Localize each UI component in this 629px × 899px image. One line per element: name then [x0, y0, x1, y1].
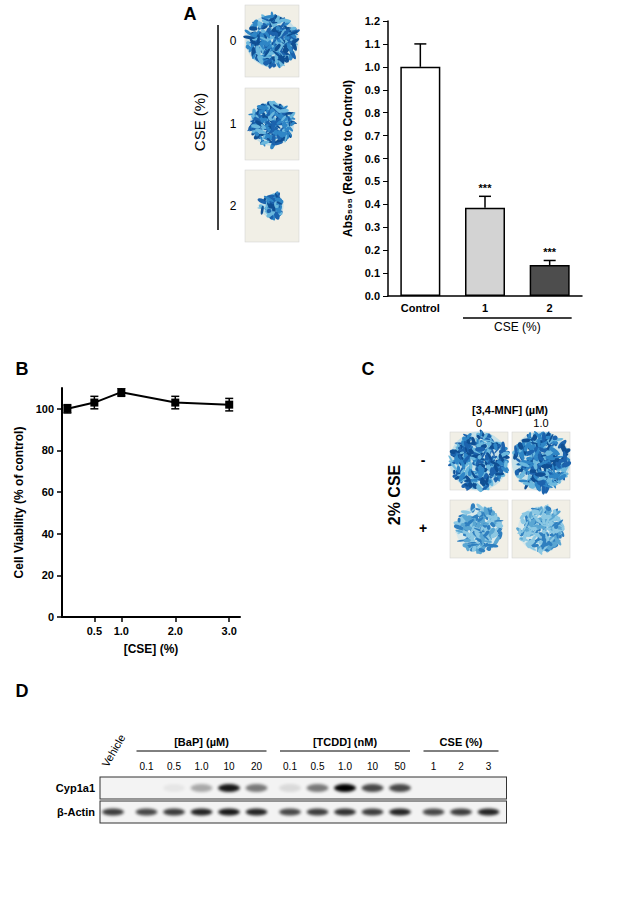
svg-text:0.1: 0.1 — [283, 761, 297, 772]
svg-text:0.7: 0.7 — [365, 130, 380, 142]
svg-text:[CSE] (%): [CSE] (%) — [124, 642, 179, 656]
svg-text:0.6: 0.6 — [365, 153, 380, 165]
svg-text:Abs₅₉₅ (Relative to Control): Abs₅₉₅ (Relative to Control) — [341, 80, 355, 237]
svg-text:60: 60 — [42, 486, 54, 498]
svg-text:CSE (%): CSE (%) — [440, 736, 483, 748]
svg-text:10: 10 — [367, 761, 379, 772]
svg-text:β-Actin: β-Actin — [57, 806, 95, 818]
svg-text:80: 80 — [42, 444, 54, 456]
svg-text:50: 50 — [394, 761, 406, 772]
svg-text:1.0: 1.0 — [114, 625, 129, 637]
svg-text:0: 0 — [48, 611, 54, 623]
svg-text:0.9: 0.9 — [365, 84, 380, 96]
svg-text:0.2: 0.2 — [365, 244, 380, 256]
svg-text:0.1: 0.1 — [365, 267, 380, 279]
svg-text:100: 100 — [36, 403, 54, 415]
svg-text:Vehicle: Vehicle — [99, 732, 127, 769]
svg-text:0.5: 0.5 — [365, 175, 380, 187]
svg-text:-: - — [421, 452, 426, 468]
svg-text:2: 2 — [458, 761, 464, 772]
svg-text:1.0: 1.0 — [533, 417, 548, 429]
svg-text:1.0: 1.0 — [338, 761, 352, 772]
svg-text:C: C — [362, 359, 375, 379]
svg-text:CSE (%): CSE (%) — [191, 93, 208, 151]
svg-text:***: *** — [543, 246, 557, 258]
svg-text:Cell Viability (% of control): Cell Viability (% of control) — [12, 427, 26, 579]
svg-text:0: 0 — [476, 417, 482, 429]
svg-text:1: 1 — [230, 117, 237, 131]
svg-text:+: + — [419, 520, 427, 536]
svg-text:10: 10 — [223, 761, 235, 772]
svg-text:3: 3 — [486, 761, 492, 772]
svg-text:20: 20 — [42, 569, 54, 581]
svg-text:0.5: 0.5 — [167, 761, 181, 772]
svg-text:3.0: 3.0 — [222, 625, 237, 637]
svg-text:0.3: 0.3 — [365, 221, 380, 233]
svg-text:1.0: 1.0 — [365, 61, 380, 73]
svg-text:Cyp1a1: Cyp1a1 — [56, 782, 95, 794]
svg-text:1.1: 1.1 — [365, 38, 380, 50]
svg-text:2% CSE: 2% CSE — [386, 464, 403, 525]
svg-text:[BaP] (µM): [BaP] (µM) — [174, 736, 229, 748]
svg-text:0.0: 0.0 — [365, 290, 380, 302]
svg-text:2.0: 2.0 — [168, 625, 183, 637]
svg-text:0.4: 0.4 — [365, 198, 381, 210]
svg-text:Control: Control — [401, 302, 440, 314]
svg-text:***: *** — [479, 182, 493, 194]
svg-text:[TCDD] (nM): [TCDD] (nM) — [313, 736, 377, 748]
svg-text:B: B — [16, 359, 29, 379]
svg-text:A: A — [184, 4, 197, 24]
svg-text:20: 20 — [251, 761, 263, 772]
svg-text:1: 1 — [431, 761, 437, 772]
svg-text:0: 0 — [230, 34, 237, 48]
svg-text:40: 40 — [42, 528, 54, 540]
svg-text:2: 2 — [230, 199, 237, 213]
svg-text:D: D — [16, 681, 29, 701]
svg-text:0.8: 0.8 — [365, 107, 380, 119]
svg-text:1.2: 1.2 — [365, 15, 380, 27]
svg-text:[3,4-MNF] (µM): [3,4-MNF] (µM) — [472, 404, 548, 416]
svg-text:0.1: 0.1 — [140, 761, 154, 772]
svg-text:1: 1 — [482, 302, 488, 314]
svg-text:1.0: 1.0 — [195, 761, 209, 772]
svg-text:CSE (%): CSE (%) — [494, 320, 541, 334]
svg-text:0.5: 0.5 — [87, 625, 102, 637]
svg-text:0.5: 0.5 — [311, 761, 325, 772]
svg-text:2: 2 — [547, 302, 553, 314]
